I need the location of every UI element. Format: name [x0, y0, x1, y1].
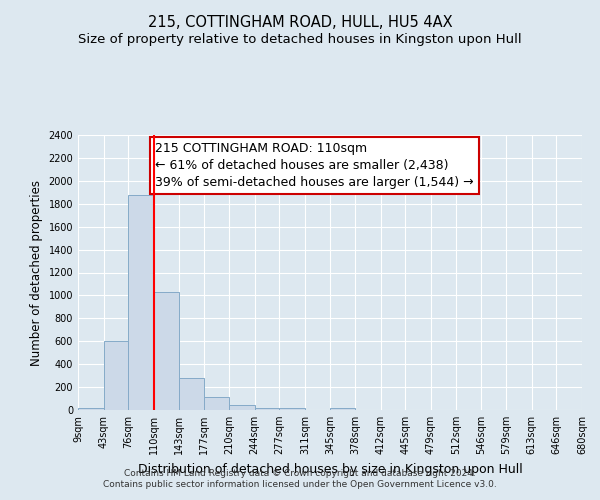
Text: 215 COTTINGHAM ROAD: 110sqm
← 61% of detached houses are smaller (2,438)
39% of : 215 COTTINGHAM ROAD: 110sqm ← 61% of det… — [155, 142, 474, 189]
Bar — [128, 194, 154, 410]
Bar — [229, 405, 254, 410]
Bar — [104, 341, 128, 410]
Text: 215, COTTINGHAM ROAD, HULL, HU5 4AX: 215, COTTINGHAM ROAD, HULL, HU5 4AX — [148, 15, 452, 30]
Bar — [179, 378, 204, 410]
X-axis label: Distribution of detached houses by size in Kingston upon Hull: Distribution of detached houses by size … — [137, 462, 523, 475]
Text: Size of property relative to detached houses in Kingston upon Hull: Size of property relative to detached ho… — [78, 32, 522, 46]
Bar — [254, 408, 279, 410]
Bar — [331, 408, 355, 410]
Text: Contains public sector information licensed under the Open Government Licence v3: Contains public sector information licen… — [103, 480, 497, 489]
Bar — [279, 408, 305, 410]
Bar — [154, 292, 179, 410]
Bar — [204, 398, 229, 410]
Bar — [78, 408, 104, 410]
Text: Contains HM Land Registry data © Crown copyright and database right 2024.: Contains HM Land Registry data © Crown c… — [124, 468, 476, 477]
Y-axis label: Number of detached properties: Number of detached properties — [30, 180, 43, 366]
